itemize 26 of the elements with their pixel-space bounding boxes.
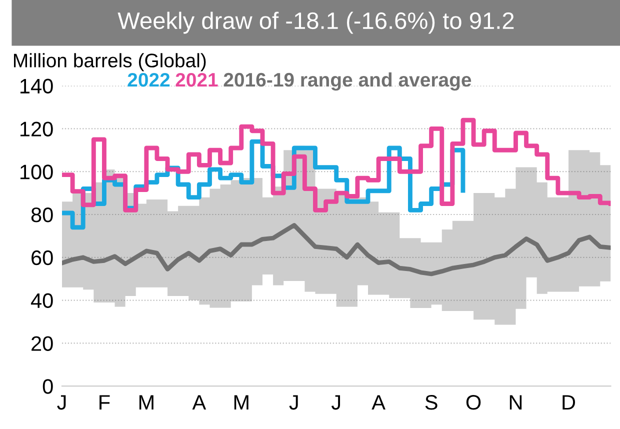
text: 2021 — [176, 72, 218, 87]
x-tick-label: N — [510, 395, 522, 410]
x-tick-label: A — [372, 395, 386, 410]
y-tick-label: 80 — [31, 208, 53, 222]
y-axis-title: Million barrels (Global) — [14, 53, 206, 72]
x-tick-label: J — [331, 395, 340, 410]
x-tick-label: S — [425, 394, 438, 410]
y-tick-label: 40 — [30, 293, 53, 308]
x-tick-label: D — [562, 395, 576, 410]
x-tick-label: J — [57, 395, 66, 410]
y-tick-label: 0 — [42, 379, 53, 394]
y-tick-label: 120 — [20, 122, 53, 136]
text: 2022 — [128, 72, 170, 87]
line-series — [62, 223, 611, 276]
y-tick-label: 100 — [20, 164, 53, 180]
x-tick-label: A — [192, 395, 206, 410]
y-tick-label: 20 — [32, 336, 53, 351]
x-tick-label: J — [289, 395, 298, 410]
y-tick-label: 60 — [32, 250, 53, 266]
x-tick-label: M — [139, 395, 154, 410]
x-tick-label: O — [466, 394, 481, 410]
text: 2016-19 range and average — [224, 72, 472, 91]
chart-title: Weekly draw of -18.1 (-16.6%) to 91.2 — [118, 12, 514, 34]
x-tick-label: M — [234, 395, 248, 410]
y-tick-label: 140 — [20, 78, 53, 94]
x-tick-label: F — [100, 395, 110, 410]
